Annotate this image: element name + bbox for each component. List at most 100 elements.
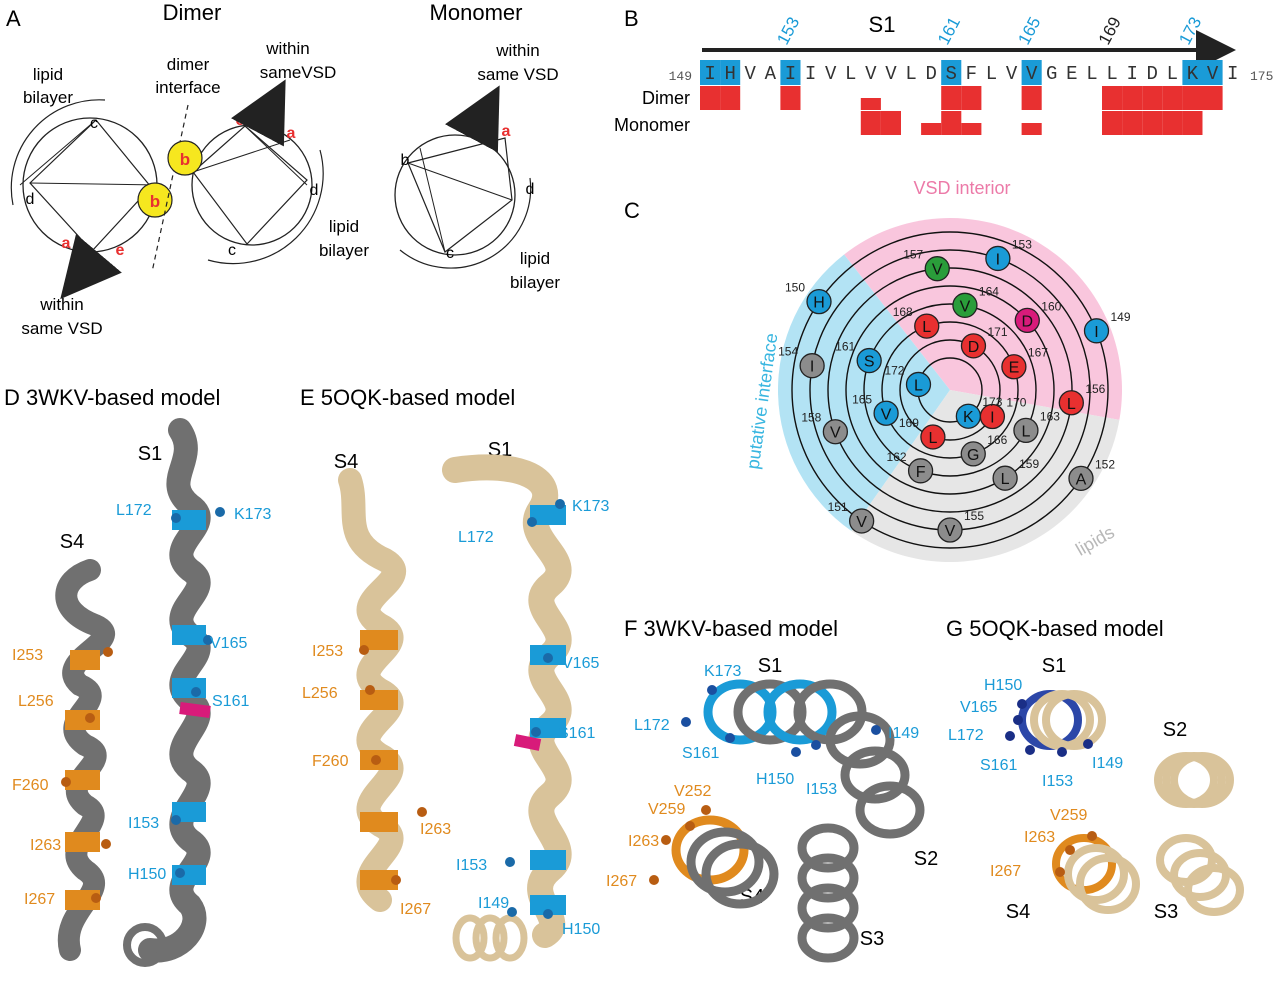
residue-aa: V bbox=[945, 523, 956, 540]
label-g-i149: I149 bbox=[1092, 755, 1123, 772]
net-ring bbox=[899, 339, 1001, 441]
residue-aa: A bbox=[1076, 471, 1087, 488]
seq-marker: 161 bbox=[934, 14, 964, 48]
label-d-l172: L172 bbox=[116, 502, 152, 519]
label-g-l172: L172 bbox=[948, 727, 984, 744]
seq-residue: I bbox=[704, 63, 715, 85]
residue-number: 151 bbox=[828, 500, 848, 514]
lipid-label-monomer-1: lipid bbox=[520, 249, 550, 268]
residue-circle bbox=[848, 508, 875, 534]
panel-d: D 3WKV-based model S1 S4 L172 K173 V165 bbox=[4, 385, 271, 967]
label-putative-interface: putative interface bbox=[743, 332, 782, 471]
s4-orange-segments bbox=[65, 650, 100, 910]
dimer-bar bbox=[780, 86, 801, 110]
label-e-l172: L172 bbox=[458, 529, 494, 546]
label-d-s161: S161 bbox=[212, 693, 249, 710]
dimer-interface-2: interface bbox=[155, 78, 220, 97]
panel-f-s3: S3 bbox=[860, 928, 884, 950]
residue-circle bbox=[924, 256, 950, 282]
label-e-left: e bbox=[116, 242, 125, 259]
monomer-bar-half bbox=[1021, 123, 1042, 135]
label-e-i153: I153 bbox=[456, 857, 487, 874]
residue-aa: L bbox=[914, 377, 923, 394]
row-label-dimer: Dimer bbox=[642, 88, 690, 108]
seq-end-number: 175 bbox=[1250, 69, 1273, 84]
label-g-s161: S161 bbox=[980, 757, 1017, 774]
seq-highlight bbox=[780, 60, 801, 85]
residue-aa: I bbox=[810, 359, 814, 376]
residue-number: 161 bbox=[835, 340, 855, 354]
label-e-i253: I253 bbox=[312, 643, 343, 660]
residue-aa: L bbox=[1067, 396, 1076, 413]
residue-aa: L bbox=[1021, 423, 1030, 440]
seq-residue: V bbox=[825, 63, 837, 85]
residue-circle bbox=[873, 400, 899, 426]
residue-number: 159 bbox=[1019, 457, 1039, 471]
panel-f-s2: S2 bbox=[914, 848, 938, 870]
seq-residue: I bbox=[1126, 63, 1137, 85]
residue-number: 168 bbox=[893, 305, 913, 319]
seq-residue: L bbox=[1086, 63, 1097, 85]
residue-number: 169 bbox=[899, 416, 919, 430]
seq-highlight bbox=[941, 60, 962, 85]
lipid-label-right-1: lipid bbox=[329, 217, 359, 236]
residue-aa: G bbox=[967, 447, 979, 464]
within-right-1: within bbox=[265, 39, 309, 58]
seq-residue: H bbox=[724, 63, 735, 85]
dimer-bar bbox=[1142, 86, 1163, 110]
lipid-label-left-1: lipid bbox=[33, 65, 63, 84]
residue-circle bbox=[907, 458, 934, 484]
panel-b-letter: B bbox=[624, 6, 639, 31]
within-right-2: sameVSD bbox=[260, 63, 337, 82]
residue-number: 166 bbox=[987, 433, 1007, 447]
label-d-monomer: d bbox=[526, 181, 535, 198]
seq-residue: S bbox=[946, 63, 957, 85]
residue-number: 173 bbox=[982, 395, 1002, 409]
bilayer-arc-right bbox=[207, 149, 324, 265]
seq-residue: L bbox=[845, 63, 856, 85]
dimer-interface-line bbox=[151, 104, 189, 273]
wheel-polygon-left bbox=[29, 119, 152, 252]
residue-number: 167 bbox=[1028, 346, 1048, 360]
s1-bottom-coils-5oqk bbox=[452, 914, 528, 962]
label-d-i263: I263 bbox=[30, 837, 61, 854]
monomer-bar bbox=[860, 111, 881, 135]
panel-f-s1: S1 bbox=[758, 655, 782, 677]
within-monomer-2: same VSD bbox=[477, 65, 558, 84]
label-d-v165: V165 bbox=[210, 635, 247, 652]
residue-circle bbox=[937, 517, 963, 543]
seq-marker: 173 bbox=[1175, 14, 1205, 48]
net-ring bbox=[863, 303, 1037, 477]
monomer-bar bbox=[1162, 111, 1183, 135]
monomer-bar bbox=[1122, 111, 1143, 135]
seq-highlight bbox=[1021, 60, 1042, 85]
position-b-circle-left bbox=[137, 182, 173, 218]
monomer-title: Monomer bbox=[430, 0, 523, 25]
panel-e-title: E 5OQK-based model bbox=[300, 385, 515, 410]
residue-aa: I bbox=[990, 409, 994, 426]
ball-h150 bbox=[175, 868, 185, 878]
monomer-bar bbox=[880, 111, 901, 135]
label-g-i153: I153 bbox=[1042, 773, 1073, 790]
seq-residue: I bbox=[785, 63, 796, 85]
panel-d-title: D 3WKV-based model bbox=[4, 385, 220, 410]
seq-residue: L bbox=[905, 63, 916, 85]
panel-c-letter: C bbox=[624, 198, 640, 223]
residue-number: 154 bbox=[778, 345, 798, 359]
seq-residue: V bbox=[1207, 63, 1219, 85]
position-b-circle-right bbox=[167, 140, 203, 176]
residue-markers: I 149 H 150 V 151 A 152 I 153 I 154 V 155 L 156 V 157 V 158… bbox=[778, 237, 1131, 543]
label-g-h150: H150 bbox=[984, 677, 1022, 694]
residue-circle bbox=[1068, 465, 1094, 492]
residue-number: 155 bbox=[964, 509, 984, 523]
row-label-monomer: Monomer bbox=[614, 115, 690, 135]
label-c-right: c bbox=[228, 242, 236, 259]
seq-residue: A bbox=[765, 63, 777, 85]
f-helix-coils bbox=[671, 679, 925, 963]
seq-residue: I bbox=[805, 63, 816, 85]
residue-aa: E bbox=[1009, 360, 1020, 377]
residue-number: 164 bbox=[979, 284, 999, 298]
ball-v165 bbox=[203, 635, 213, 645]
residue-aa: L bbox=[928, 430, 937, 447]
dimer-title: Dimer bbox=[163, 0, 222, 25]
